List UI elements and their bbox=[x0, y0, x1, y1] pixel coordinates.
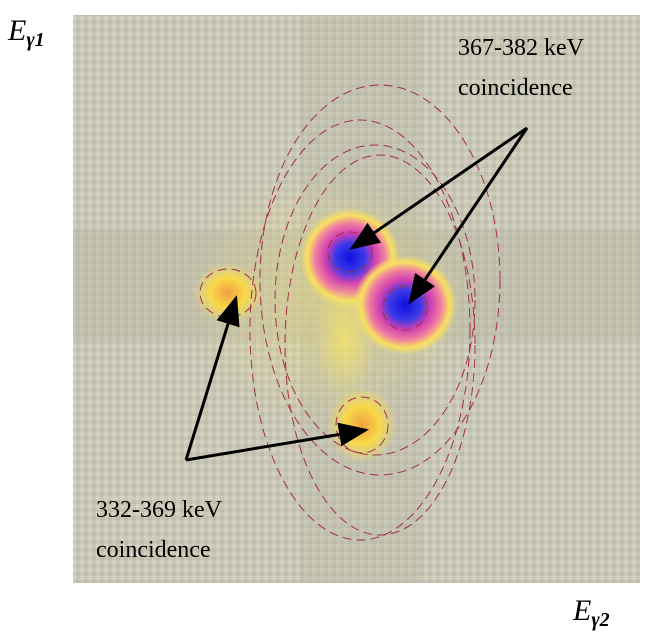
label-subscript: γ1 bbox=[26, 29, 44, 51]
annotation-line: 367-382 keV bbox=[458, 35, 585, 61]
label-subscript: γ2 bbox=[591, 609, 609, 631]
annotation-line: coincidence bbox=[458, 75, 573, 101]
label-base: E bbox=[7, 14, 26, 47]
y-axis-label: Eγ1 bbox=[7, 14, 45, 51]
label-base: E bbox=[572, 594, 591, 627]
annotation-line: 332-369 keV bbox=[96, 497, 223, 523]
annotation-line: coincidence bbox=[96, 537, 211, 563]
arrows bbox=[184, 126, 529, 462]
x-axis-label: Eγ2 bbox=[572, 594, 610, 631]
plot-area bbox=[73, 15, 640, 583]
